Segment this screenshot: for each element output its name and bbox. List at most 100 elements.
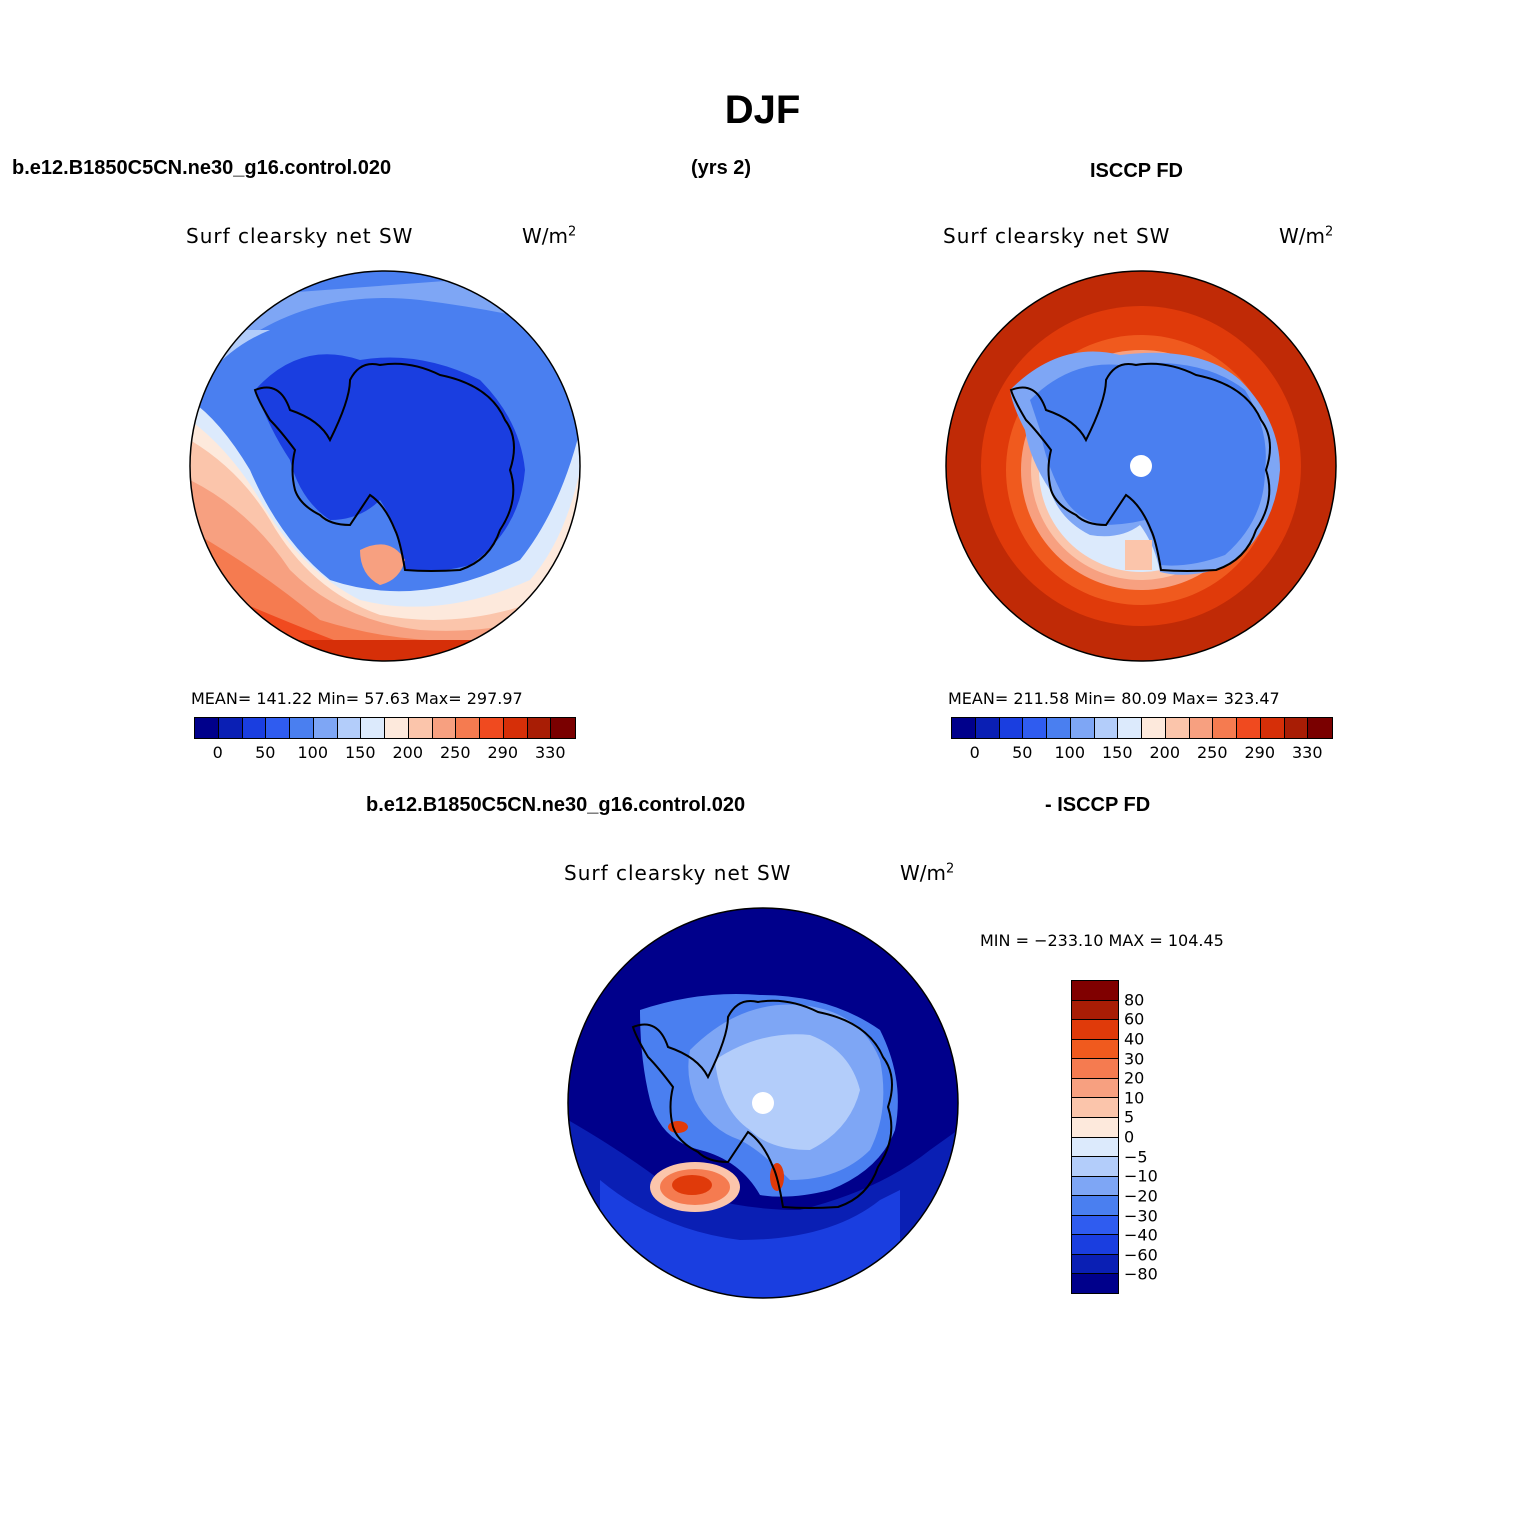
colorbar-obs [951,717,1333,739]
colorbar-swatch [1165,718,1190,738]
colorbar-tick-label: −30 [1124,1206,1158,1225]
colorbar-swatch [1237,718,1261,738]
colorbar-swatch [1072,1176,1118,1197]
colorbar-swatch [1072,1098,1118,1118]
colorbar-swatch [1189,718,1214,738]
colorbar-tick-label: 290 [487,743,519,762]
colorbar-tick-label: −5 [1124,1147,1148,1167]
colorbar-swatch [551,718,575,738]
colorbar-swatch [1070,718,1095,738]
colorbar-swatch [1118,718,1142,738]
colorbar-tick-label: −40 [1124,1225,1158,1245]
years-label: (yrs 2) [691,157,752,179]
diff-case-label-obs: - ISCCP FD [1045,794,1151,816]
colorbar-swatch [218,718,243,738]
colorbar-swatch [527,718,552,738]
colorbar-swatch [1072,1039,1118,1060]
colorbar-swatch [1072,1020,1118,1040]
colorbar-swatch [1142,718,1166,738]
colorbar-swatch [1072,1157,1118,1177]
diff-case-label-model: b.e12.B1850C5CN.ne30_g16.control.020 [366,794,746,816]
colorbar-swatch [1072,1215,1118,1236]
colorbar-swatch [952,718,976,738]
colorbar-swatch [1072,981,1118,1001]
colorbar-tick-label: 150 [1101,743,1133,762]
colorbar-tick-label: 20 [1124,1068,1145,1088]
colorbar-tick-label: 100 [1054,743,1086,762]
colorbar-tick-label: 250 [439,743,471,762]
colorbar-swatch [999,718,1024,738]
colorbar-swatch [480,718,504,738]
colorbar-swatch [385,718,409,738]
colorbar-swatch [242,718,267,738]
stats-model: MEAN= 141.22 Min= 57.63 Max= 297.97 [191,689,523,708]
colorbar-swatch [503,718,528,738]
colorbar-swatch [1072,1059,1118,1079]
page-title: DJF [724,88,801,132]
panel-units-model: W/m2 [522,224,577,248]
colorbar-swatch [313,718,338,738]
colorbar-swatch [456,718,480,738]
colorbar-swatch [195,718,219,738]
colorbar-tick-label: 30 [1124,1049,1145,1068]
colorbar-tick-label: −60 [1124,1245,1158,1265]
colorbar-tick-label: 40 [1124,1029,1145,1049]
colorbar-swatch [361,718,385,738]
colorbar-swatch [337,718,362,738]
colorbar-swatch [1072,1196,1118,1216]
colorbar-swatch [1072,1274,1118,1293]
colorbar-tick-label: 0 [212,743,223,762]
colorbar-tick-label: 250 [1196,743,1228,762]
colorbar-swatch [266,718,290,738]
colorbar-swatch [1308,718,1332,738]
colorbar-swatch [1072,1117,1118,1138]
colorbar-tick-label: 200 [392,743,424,762]
colorbar-tick-label: 0 [1124,1127,1135,1147]
colorbar-swatch [290,718,314,738]
colorbar-swatch [1072,1254,1118,1275]
colorbar-tick-label: 50 [1012,743,1033,762]
stats-obs: MEAN= 211.58 Min= 80.09 Max= 323.47 [948,689,1280,708]
colorbar-swatch [408,718,433,738]
colorbar-swatch [1284,718,1309,738]
colorbar-swatch [975,718,1000,738]
case-label-model: b.e12.B1850C5CN.ne30_g16.control.020 [12,157,392,179]
colorbar-diff [1071,980,1119,1294]
case-label-obs: ISCCP FD [1090,160,1183,182]
colorbar-tick-label: 330 [1291,743,1323,762]
colorbar-tick-label: 10 [1124,1088,1145,1108]
panel-title-diff: Surf clearsky net SW [564,861,792,885]
colorbar-tick-label: 5 [1124,1107,1135,1127]
stats-diff: MIN = −233.10 MAX = 104.45 [980,931,1224,950]
colorbar-swatch [1213,718,1237,738]
colorbar-tick-label: 290 [1244,743,1276,762]
colorbar-tick-label: 100 [297,743,329,762]
panel-title-model: Surf clearsky net SW [186,224,414,248]
colorbar-swatch [1094,718,1119,738]
colorbar-swatch [1047,718,1071,738]
colorbar-swatch [1260,718,1285,738]
colorbar-swatch [1072,1235,1118,1255]
colorbar-tick-label: 60 [1124,1009,1145,1029]
colorbar-tick-label: 330 [534,743,566,762]
colorbar-tick-label: 150 [344,743,376,762]
colorbar-swatch [432,718,457,738]
colorbar-tick-label: −10 [1124,1166,1158,1186]
panel-units-diff: W/m2 [900,861,955,885]
colorbar-model [194,717,576,739]
colorbar-swatch [1072,1137,1118,1158]
colorbar-tick-label: 0 [969,743,980,762]
colorbar-tick-label: 50 [255,743,276,762]
panel-units-obs: W/m2 [1279,224,1334,248]
colorbar-swatch [1023,718,1047,738]
colorbar-swatch [1072,1078,1118,1099]
colorbar-tick-label: −20 [1124,1186,1158,1206]
panel-title-obs: Surf clearsky net SW [943,224,1171,248]
colorbar-tick-label: 200 [1149,743,1181,762]
colorbar-swatch [1072,1000,1118,1021]
colorbar-tick-label: 80 [1124,990,1145,1010]
colorbar-tick-label: −80 [1124,1264,1158,1284]
